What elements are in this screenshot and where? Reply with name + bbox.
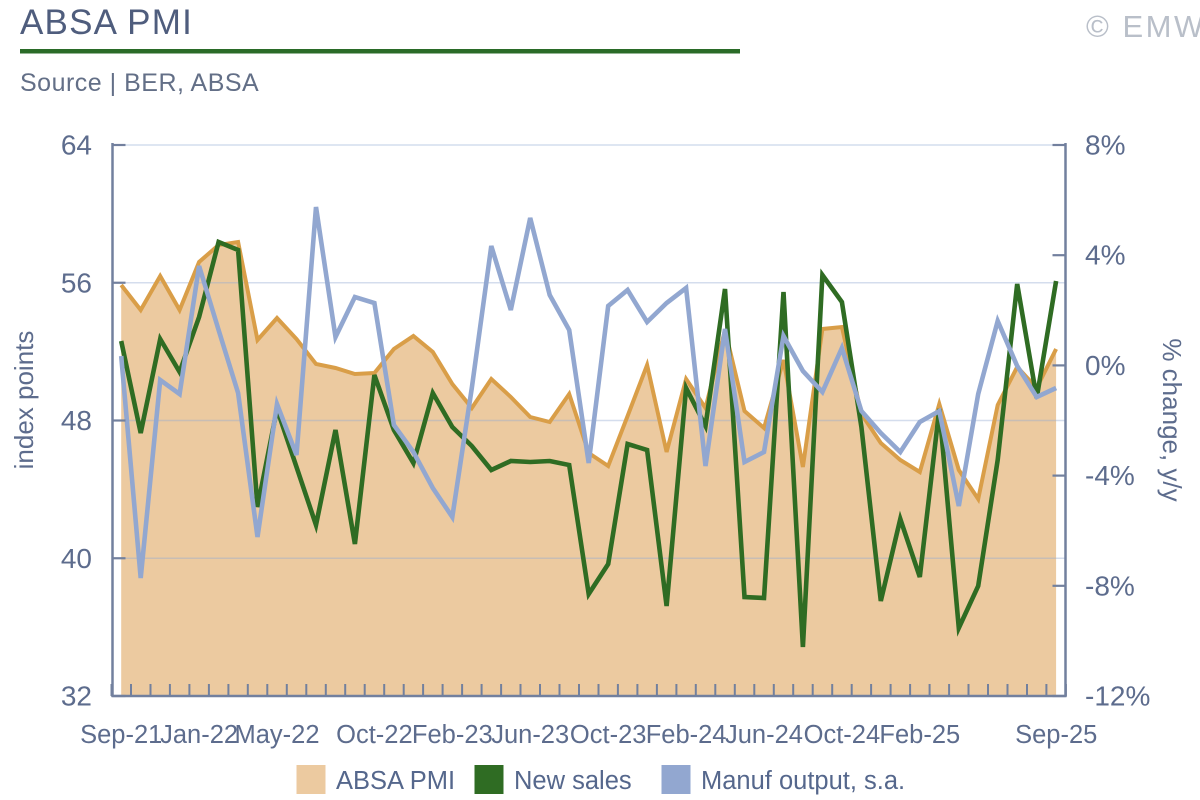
svg-text:Oct-23: Oct-23 xyxy=(570,721,647,749)
svg-text:-4%: -4% xyxy=(1085,460,1135,491)
svg-text:New sales: New sales xyxy=(514,767,632,795)
svg-text:48: 48 xyxy=(61,405,92,436)
svg-text:Jun-24: Jun-24 xyxy=(725,721,803,749)
svg-text:40: 40 xyxy=(61,543,92,574)
svg-text:ABSA PMI: ABSA PMI xyxy=(20,3,193,42)
svg-text:64: 64 xyxy=(61,130,92,161)
svg-text:32: 32 xyxy=(61,681,92,712)
svg-text:Source | BER, ABSA: Source | BER, ABSA xyxy=(20,69,259,97)
svg-text:Feb-24: Feb-24 xyxy=(646,721,727,749)
svg-text:% change, y/y: % change, y/y xyxy=(1157,338,1187,501)
svg-text:Oct-22: Oct-22 xyxy=(336,721,413,749)
svg-text:Feb-25: Feb-25 xyxy=(879,721,960,749)
svg-text:Jun-23: Jun-23 xyxy=(491,721,569,749)
svg-text:-12%: -12% xyxy=(1085,681,1150,712)
svg-text:-8%: -8% xyxy=(1085,570,1135,601)
svg-text:0%: 0% xyxy=(1085,350,1125,381)
svg-text:4%: 4% xyxy=(1085,240,1125,271)
svg-text:Jan-22: Jan-22 xyxy=(160,721,238,749)
svg-text:Sep-21: Sep-21 xyxy=(80,721,162,749)
svg-text:Oct-24: Oct-24 xyxy=(804,721,881,749)
svg-text:© EMWA: © EMWA xyxy=(1086,9,1200,44)
svg-text:Manuf output, s.a.: Manuf output, s.a. xyxy=(701,767,905,795)
svg-text:Sep-25: Sep-25 xyxy=(1015,721,1097,749)
svg-text:ABSA PMI: ABSA PMI xyxy=(336,767,455,795)
svg-text:8%: 8% xyxy=(1085,130,1125,161)
svg-text:56: 56 xyxy=(61,267,92,298)
svg-text:May-22: May-22 xyxy=(234,721,319,749)
svg-text:index points: index points xyxy=(9,331,39,470)
svg-text:Feb-23: Feb-23 xyxy=(412,721,493,749)
